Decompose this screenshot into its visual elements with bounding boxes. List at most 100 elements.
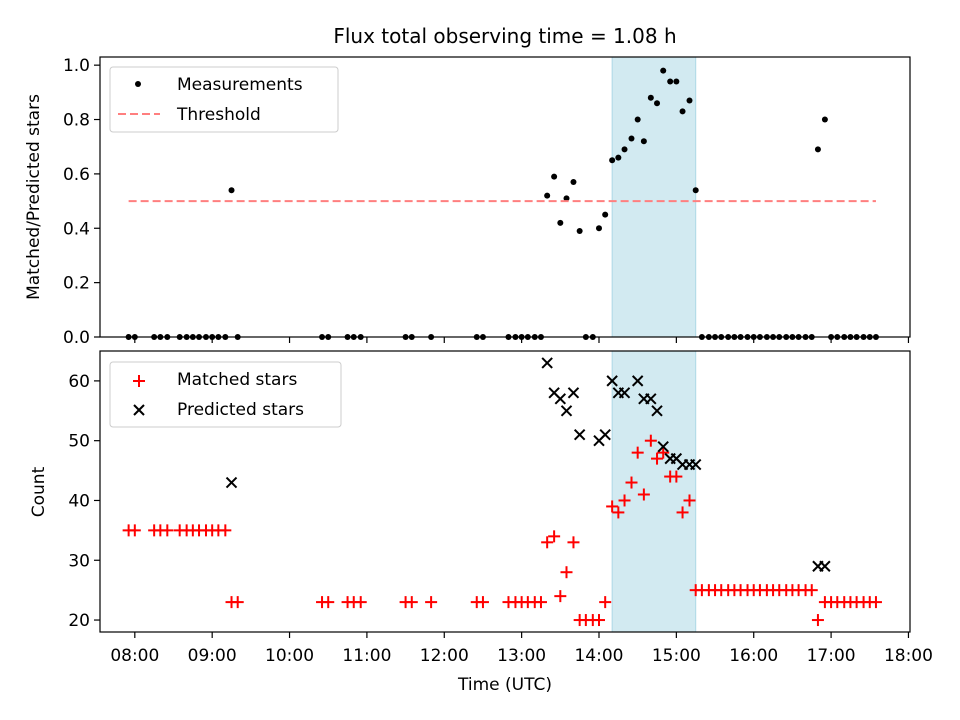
matched-star-point <box>670 470 683 483</box>
x-tick-label: 09:00 <box>188 646 237 666</box>
matched-star-point <box>612 506 625 519</box>
y-tick-label: 1.0 <box>63 56 90 76</box>
measurement-point <box>679 108 686 115</box>
measurement-point <box>673 78 680 85</box>
y-tick-label: 50 <box>68 432 90 452</box>
measurement-point <box>228 187 235 194</box>
top-axes-frame <box>99 56 911 338</box>
y-tick-label: 0.6 <box>63 165 90 185</box>
matched-star-point <box>534 596 547 609</box>
predicted-star-point <box>560 405 573 417</box>
measurement-point <box>615 154 622 161</box>
observing-window-highlight <box>611 56 697 338</box>
x-tick-label: 18:00 <box>884 646 933 666</box>
matched-star-point <box>637 488 650 501</box>
bottom-legend: Matched stars Predicted stars <box>109 361 342 428</box>
bottom-axis-ticks: 20 30 40 50 60 08:00 09:00 10:00 11:00 12:00 13:00… <box>68 372 933 666</box>
observing-window-highlight <box>611 350 697 633</box>
legend-threshold-label: Threshold <box>176 105 261 125</box>
matched-star-point <box>219 524 232 537</box>
x-tick-label: 10:00 <box>265 646 314 666</box>
matched-star-point <box>161 524 174 537</box>
matched-star-point <box>676 506 689 519</box>
matched-star-point <box>405 596 418 609</box>
x-tick-label: 11:00 <box>342 646 391 666</box>
legend-matched-marker <box>133 375 145 387</box>
matched-star-point <box>231 596 244 609</box>
matched-star-point <box>322 596 335 609</box>
matched-star-point <box>618 494 631 507</box>
measurement-point <box>821 116 828 123</box>
y-tick-label: 30 <box>68 551 90 571</box>
legend-measurements-marker <box>135 81 141 87</box>
measurement-point <box>551 173 558 180</box>
matched-star-point <box>631 446 644 459</box>
measurement-point <box>660 67 667 74</box>
measurement-point <box>595 225 602 232</box>
x-tick-label: 13:00 <box>497 646 546 666</box>
measurement-point <box>634 116 641 123</box>
measurement-point <box>609 157 616 164</box>
x-tick-label: 17:00 <box>807 646 856 666</box>
y-tick-label: 0.0 <box>63 328 90 348</box>
top-legend-box <box>109 66 339 133</box>
y-tick-label: 0.2 <box>63 274 90 294</box>
matched-star-point <box>805 584 818 597</box>
measurement-point <box>576 227 583 234</box>
predicted-star-point <box>225 476 238 489</box>
matched-star-point <box>625 476 638 489</box>
legend-measurements-label: Measurements <box>177 75 303 95</box>
measurement-point <box>628 135 635 142</box>
y-tick-label: 0.4 <box>63 219 90 239</box>
bottom-legend-box <box>109 361 342 428</box>
predicted-star-point <box>657 440 669 453</box>
predicted-star-point <box>599 428 611 441</box>
predicted-star-point <box>618 387 631 399</box>
matched-star-point <box>476 596 489 609</box>
x-tick-label: 15:00 <box>652 646 701 666</box>
matched-star-point <box>541 536 554 549</box>
matched-star-point <box>592 614 605 627</box>
measurement-point <box>692 187 699 194</box>
bottom-axes-frame <box>99 350 911 633</box>
ratio-panel: 0.0 0.2 0.4 0.6 0.8 1.0 Matched/Predicted sta… <box>24 56 911 348</box>
measurement-point <box>686 97 693 104</box>
top-y-axis-label: Matched/Predicted stars <box>24 94 44 300</box>
predicted-star-point <box>689 458 702 471</box>
legend-predicted-label: Predicted stars <box>177 400 304 420</box>
matched-star-point <box>657 446 670 459</box>
y-tick-label: 20 <box>68 611 90 631</box>
predicted-star-point <box>819 560 831 572</box>
matched-star-point <box>869 596 882 609</box>
top-legend: Measurements Threshold <box>109 66 339 133</box>
measurement-point <box>814 146 821 153</box>
predicted-star-point <box>651 405 663 417</box>
measurement-point <box>544 192 551 199</box>
predicted-star-point <box>645 393 657 405</box>
measurement-point <box>640 138 647 145</box>
measurement-point <box>557 219 564 226</box>
predicted-star-point <box>554 393 567 405</box>
matched-star-point <box>425 596 438 609</box>
predicted-star-point <box>631 375 644 387</box>
measurement-point <box>621 146 628 153</box>
legend-matched-label: Matched stars <box>177 370 297 390</box>
y-tick-label: 60 <box>68 372 90 392</box>
predicted-star-point <box>573 428 586 441</box>
x-tick-label: 14:00 <box>574 646 623 666</box>
matched-star-point <box>554 590 567 603</box>
matched-star-point <box>644 434 657 447</box>
matched-star-point <box>599 596 612 609</box>
matched-star-point <box>811 614 824 627</box>
measurement-point <box>654 100 661 107</box>
matched-star-point <box>651 452 664 465</box>
matched-star-point <box>548 530 561 543</box>
y-tick-label: 40 <box>68 491 90 511</box>
measurement-point <box>602 211 609 218</box>
measurement-point <box>563 195 570 202</box>
matched-star-point <box>128 524 141 537</box>
top-plot-marks <box>125 67 879 340</box>
predicted-star-point <box>606 375 618 387</box>
bottom-plot-marks <box>122 357 882 627</box>
